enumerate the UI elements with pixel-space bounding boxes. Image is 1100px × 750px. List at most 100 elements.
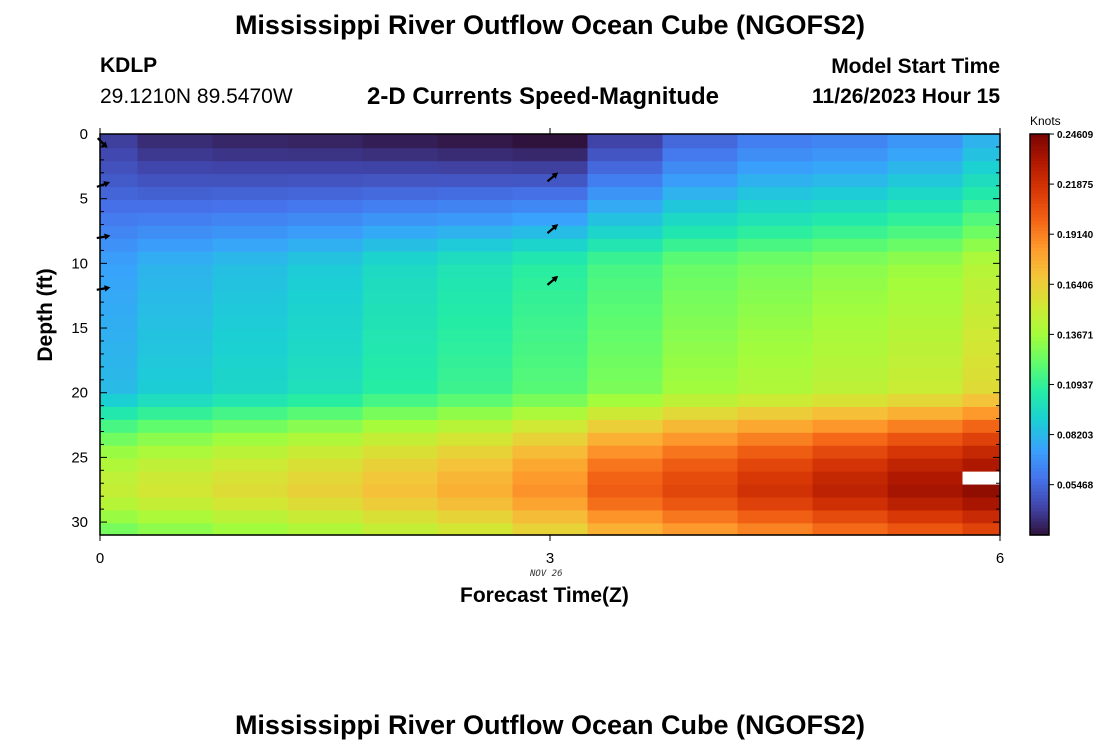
- heatmap-cell: [362, 134, 439, 149]
- colorbar-segment: [1030, 421, 1049, 426]
- colorbar-segment: [1030, 200, 1049, 205]
- heatmap-cell: [662, 264, 739, 279]
- heatmap-cell: [437, 316, 514, 330]
- x-tick-label: 6: [996, 550, 1004, 567]
- heatmap-cell: [362, 484, 439, 499]
- heatmap-cell: [662, 225, 739, 240]
- colorbar-segment: [1030, 514, 1049, 519]
- y-tick-label: 30: [71, 514, 88, 531]
- heatmap-cell: [887, 368, 964, 382]
- colorbar-segment: [1030, 137, 1049, 142]
- colorbar-segment: [1030, 414, 1049, 419]
- x-tick-label: 3: [546, 550, 554, 567]
- heatmap-cell: [287, 523, 364, 536]
- heatmap-cell: [362, 355, 439, 369]
- heatmap-cell: [512, 199, 589, 214]
- heatmap-cell: [662, 368, 739, 382]
- heatmap-cell: [287, 187, 364, 201]
- heatmap-cell: [737, 471, 814, 486]
- heatmap-cell: [212, 290, 289, 305]
- colorbar-segment: [1030, 501, 1049, 506]
- heatmap-cell: [362, 523, 439, 536]
- colorbar-segment: [1030, 311, 1049, 316]
- colorbar-segment: [1030, 284, 1049, 289]
- colorbar-segment: [1030, 488, 1049, 493]
- colorbar-label: 0.21875: [1057, 180, 1094, 191]
- vector-head: [101, 141, 108, 148]
- heatmap-cell: [662, 251, 739, 266]
- heatmap-cell: [737, 484, 814, 499]
- heatmap-cell: [362, 419, 439, 434]
- heatmap-cell: [100, 134, 139, 149]
- heatmap-cell: [362, 187, 439, 201]
- colorbar-segment: [1030, 521, 1049, 526]
- heatmap-cell: [212, 264, 289, 279]
- heatmap-cell: [887, 212, 964, 227]
- heatmap-cell: [437, 264, 514, 279]
- colorbar-segment: [1030, 184, 1049, 189]
- heatmap-cell: [887, 342, 964, 356]
- heatmap-cell: [437, 290, 514, 305]
- heatmap-cell: [362, 381, 439, 395]
- heatmap-cell: [100, 381, 139, 395]
- heatmap-cell: [812, 471, 889, 486]
- heatmap-cell: [812, 381, 889, 395]
- heatmap-cell: [887, 316, 964, 330]
- heatmap-cell: [587, 174, 664, 188]
- heatmap-cell: [100, 290, 139, 305]
- heatmap-cell: [287, 264, 364, 279]
- heatmap-cell: [737, 316, 814, 330]
- heatmap-cell: [737, 199, 814, 214]
- heatmap-cell: [287, 251, 364, 266]
- heatmap-cell: [587, 161, 664, 175]
- heatmap-cell: [362, 497, 439, 512]
- heatmap-cell: [512, 368, 589, 382]
- heatmap-cell: [512, 355, 589, 369]
- heatmap-cell: [212, 432, 289, 447]
- heatmap-cell: [812, 355, 889, 369]
- heatmap-cell: [662, 134, 739, 149]
- heatmap-cell: [100, 368, 139, 382]
- heatmap-cell: [587, 264, 664, 279]
- heatmap-cell: [812, 161, 889, 175]
- colorbar-segment: [1030, 150, 1049, 155]
- heatmap-cell: [737, 277, 814, 292]
- colorbar-segment: [1030, 524, 1049, 529]
- y-tick-label: 20: [71, 385, 88, 402]
- heatmap-cell: [100, 264, 139, 279]
- heatmap-cell: [662, 238, 739, 253]
- heatmap-cell: [512, 212, 589, 227]
- heatmap-cell: [100, 484, 139, 499]
- heatmap-cell: [962, 134, 1001, 149]
- missing-cell: [962, 471, 1001, 486]
- heatmap-cell: [437, 329, 514, 343]
- current-vector-arrow: [96, 233, 111, 240]
- colorbar-segment: [1030, 354, 1049, 359]
- heatmap-cell: [737, 251, 814, 266]
- heatmap-cell: [100, 251, 139, 266]
- heatmap-cell: [962, 225, 1001, 240]
- heatmap-cell: [962, 342, 1001, 356]
- heatmap-cell: [962, 316, 1001, 330]
- heatmap-cell: [287, 432, 364, 447]
- colorbar-segment: [1030, 451, 1049, 456]
- colorbar-segment: [1030, 287, 1049, 292]
- heatmap-cell: [137, 212, 214, 227]
- heatmap-cell: [962, 510, 1001, 524]
- heatmap-cell: [887, 329, 964, 343]
- colorbar-segment: [1030, 471, 1049, 476]
- colorbar-segment: [1030, 177, 1049, 182]
- heatmap-cell: [512, 290, 589, 305]
- colorbar-segment: [1030, 291, 1049, 295]
- y-tick-label: 5: [80, 191, 88, 208]
- heatmap-cell: [362, 290, 439, 305]
- heatmap-cell: [100, 406, 139, 421]
- colorbar-segment: [1030, 234, 1049, 239]
- heatmap-cell: [962, 523, 1001, 536]
- heatmap-cell: [887, 355, 964, 369]
- heatmap-cell: [587, 484, 664, 499]
- heatmap-cell: [962, 303, 1001, 317]
- heatmap-cell: [212, 484, 289, 499]
- heatmap-cell: [512, 303, 589, 317]
